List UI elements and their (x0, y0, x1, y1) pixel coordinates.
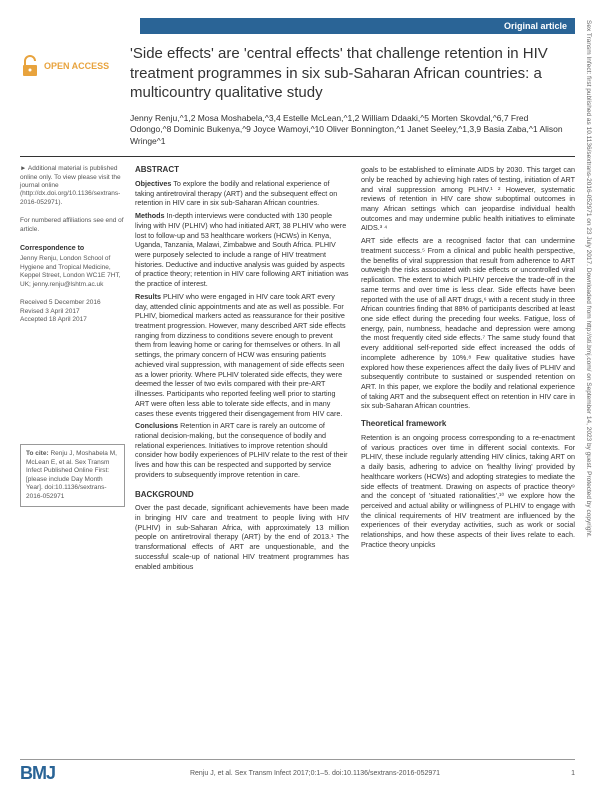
cite-body: Renju J, Moshabela M, McLean E, et al. S… (26, 450, 117, 499)
background-heading: BACKGROUND (135, 490, 349, 501)
col2-p1: goals to be established to eliminate AID… (361, 165, 575, 233)
open-lock-icon (20, 54, 40, 78)
affil-text: For numbered affiliations see end of art… (20, 217, 125, 234)
methods-label: Methods (135, 211, 165, 220)
page-number: 1 (555, 770, 575, 777)
column-2: goals to be established to eliminate AID… (361, 165, 575, 574)
bmj-logo: BMJ (20, 763, 55, 784)
abstract-conclusions: Conclusions Retention in ART care is rar… (135, 421, 349, 479)
objectives-label: Objectives (135, 179, 171, 188)
article-type-banner: Original article (140, 18, 575, 34)
abstract-methods: Methods In-depth interviews were conduct… (135, 211, 349, 289)
page-footer: BMJ Renju J, et al. Sex Transm Infect 20… (20, 759, 575, 784)
header-section: OPEN ACCESS 'Side effects' are 'central … (20, 44, 575, 148)
page-container: Original article OPEN ACCESS 'Side effec… (0, 0, 595, 794)
cite-box: To cite: Renju J, Moshabela M, McLean E,… (20, 444, 125, 507)
conclusions-label: Conclusions (135, 421, 178, 430)
corr-body: Jenny Renju, London School of Hygiene an… (20, 255, 125, 289)
correspondence-block: Correspondence to Jenny Renju, London Sc… (20, 244, 125, 289)
left-sidebar: ► Additional material is published onlin… (20, 165, 125, 574)
abstract-heading: ABSTRACT (135, 165, 349, 176)
col2-p2: ART side effects are a recognised factor… (361, 236, 575, 411)
authors-list: Jenny Renju,^1,2 Mosa Moshabela,^3,4 Est… (130, 113, 565, 149)
dates-text: Received 5 December 2016 Revised 3 April… (20, 299, 125, 324)
results-label: Results (135, 292, 161, 301)
article-title: 'Side effects' are 'central effects' tha… (130, 44, 565, 103)
open-access-label: OPEN ACCESS (44, 61, 109, 71)
corr-heading: Correspondence to (20, 244, 125, 253)
open-access-badge: OPEN ACCESS (20, 54, 130, 78)
results-text: PLHIV who were engaged in HIV care took … (135, 292, 346, 418)
methods-text: In-depth interviews were conducted with … (135, 211, 348, 288)
cite-heading: To cite: (26, 450, 49, 457)
theoretical-heading: Theoretical framework (361, 419, 575, 430)
theoretical-body: Retention is an ongoing process correspo… (361, 433, 575, 550)
content-columns: ABSTRACT Objectives To explore the bodil… (135, 165, 575, 574)
abstract-objectives: Objectives To explore the bodily and rel… (135, 179, 349, 208)
header-divider (20, 156, 575, 157)
dates-block: Received 5 December 2016 Revised 3 April… (20, 299, 125, 324)
background-p1: Over the past decade, significant achiev… (135, 503, 349, 571)
supp-text: ► Additional material is published onlin… (20, 165, 125, 207)
title-block: 'Side effects' are 'central effects' tha… (130, 44, 575, 148)
affiliations-note: For numbered affiliations see end of art… (20, 217, 125, 234)
supplementary-note: ► Additional material is published onlin… (20, 165, 125, 207)
open-access-block: OPEN ACCESS (20, 44, 130, 148)
main-columns: ► Additional material is published onlin… (20, 165, 575, 574)
footer-citation: Renju J, et al. Sex Transm Infect 2017;0… (55, 770, 555, 777)
abstract-results: Results PLHIV who were engaged in HIV ca… (135, 292, 349, 418)
column-1: ABSTRACT Objectives To explore the bodil… (135, 165, 349, 574)
